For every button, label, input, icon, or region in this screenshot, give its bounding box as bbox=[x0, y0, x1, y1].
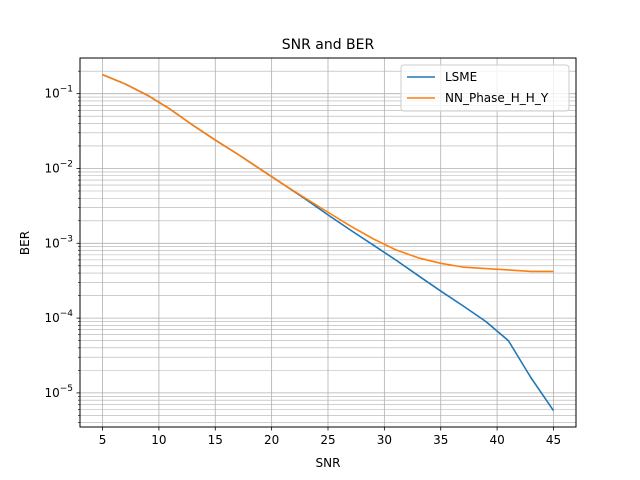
x-tick-label: 10 bbox=[151, 433, 166, 447]
x-tick-label: 25 bbox=[320, 433, 335, 447]
x-tick-label: 40 bbox=[489, 433, 504, 447]
x-tick-label: 45 bbox=[546, 433, 561, 447]
chart-title: SNR and BER bbox=[282, 37, 375, 53]
y-axis-title: BER bbox=[18, 231, 32, 255]
legend-label: LSME bbox=[445, 70, 477, 84]
x-tick-label: 35 bbox=[433, 433, 448, 447]
series-lines bbox=[102, 73, 555, 412]
x-tick-label: 15 bbox=[208, 433, 223, 447]
legend-box bbox=[400, 64, 570, 112]
series-line-2 bbox=[102, 73, 554, 273]
x-tick-label: 30 bbox=[377, 433, 392, 447]
grid bbox=[80, 58, 576, 427]
legend-label: NN_Phase_H_H_Y bbox=[445, 91, 549, 105]
x-tick-label: 20 bbox=[264, 433, 279, 447]
legend: LSME NN_Phase_H_H_Y bbox=[400, 64, 570, 112]
x-axis-title: SNR bbox=[316, 456, 341, 470]
x-tick-label: 5 bbox=[99, 433, 107, 447]
